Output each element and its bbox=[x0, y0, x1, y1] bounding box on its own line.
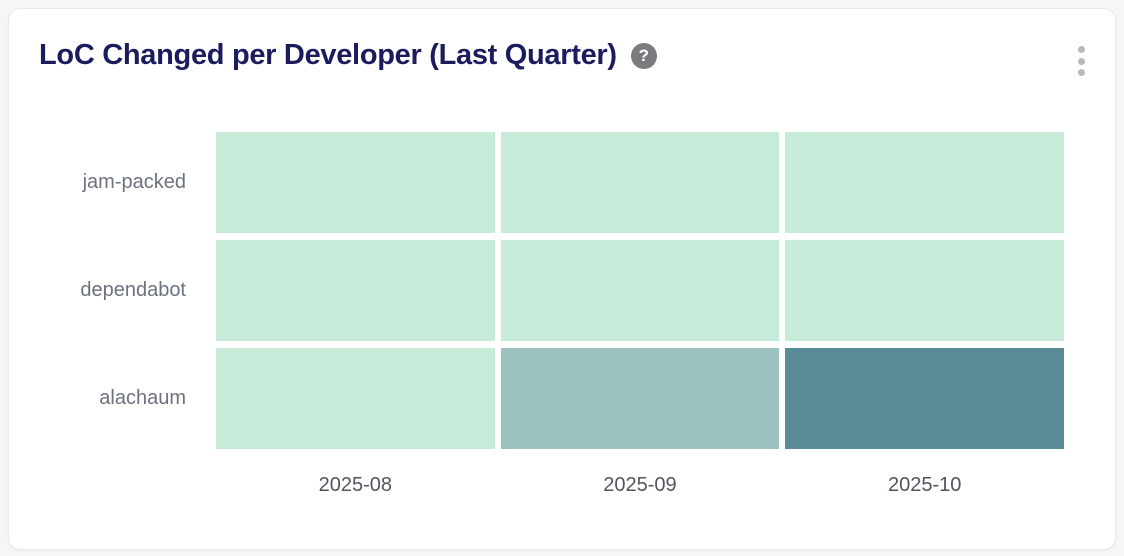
heatmap-row-labels: jam-packed dependabot alachaum bbox=[9, 132, 186, 456]
heatmap-row-label-alachaum: alachaum bbox=[99, 387, 186, 409]
heatmap-cell-alachaum-2025-08[interactable] bbox=[216, 348, 495, 449]
heatmap-row-label-dependabot: dependabot bbox=[80, 279, 186, 301]
heatmap-cell-dependabot-2025-09[interactable] bbox=[500, 240, 780, 341]
heatmap-col-label-2025-09: 2025-09 bbox=[603, 474, 677, 496]
kebab-dot bbox=[1077, 57, 1085, 65]
heatmap-cell-dependabot-2025-10[interactable] bbox=[785, 240, 1064, 341]
kebab-dot bbox=[1077, 46, 1085, 53]
kebab-dot bbox=[1077, 69, 1085, 76]
chart-title: LoC Changed per Developer (Last Quarter) bbox=[39, 39, 617, 71]
chart-card: LoC Changed per Developer (Last Quarter)… bbox=[8, 8, 1116, 550]
heatmap-cell-alachaum-2025-09[interactable] bbox=[500, 348, 780, 449]
heatmap-row-label-jam-packed: jam-packed bbox=[82, 171, 186, 193]
card-header: LoC Changed per Developer (Last Quarter)… bbox=[39, 39, 1045, 72]
heatmap-cell-jam-packed-2025-10[interactable] bbox=[785, 132, 1064, 233]
heatmap-cell-alachaum-2025-10[interactable] bbox=[785, 348, 1064, 449]
heatmap-grid bbox=[216, 132, 1064, 449]
heatmap-col-label-2025-08: 2025-08 bbox=[318, 474, 393, 496]
heatmap-cell-dependabot-2025-08[interactable] bbox=[216, 240, 495, 341]
kebab-menu-icon[interactable] bbox=[1073, 44, 1089, 78]
help-icon[interactable]: ? bbox=[630, 42, 657, 69]
heatmap-col-labels: 2025-08 2025-09 2025-10 bbox=[216, 471, 1064, 499]
heatmap-cell-jam-packed-2025-08[interactable] bbox=[216, 132, 495, 233]
heatmap-col-label-2025-10: 2025-10 bbox=[887, 474, 962, 496]
heatmap-cell-jam-packed-2025-09[interactable] bbox=[500, 132, 780, 233]
